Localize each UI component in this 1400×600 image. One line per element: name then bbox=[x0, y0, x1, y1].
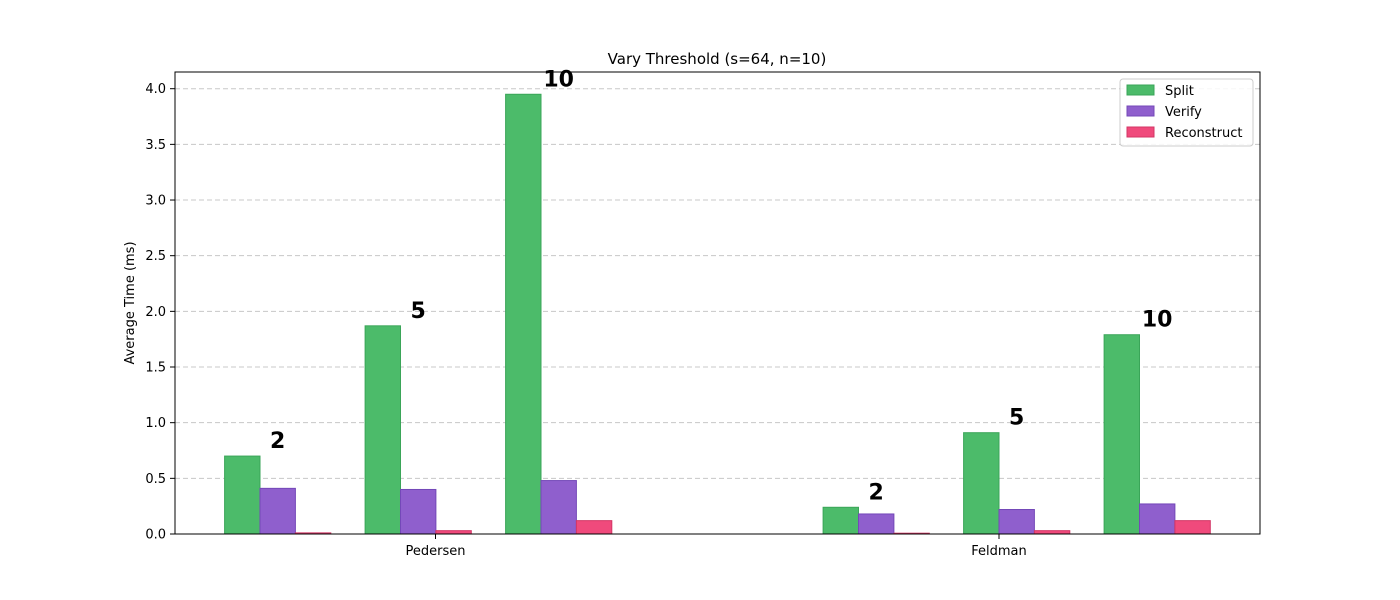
y-tick-label-0.5: 0.5 bbox=[145, 472, 166, 487]
bar-pedersen-verify-t2 bbox=[259, 487, 296, 535]
bar-pedersen-verify-t10 bbox=[540, 480, 577, 535]
bar-feldman-verify-t5 bbox=[998, 509, 1035, 535]
bar-feldman-split-t2 bbox=[822, 506, 859, 535]
legend-swatch-reconstruct bbox=[1126, 126, 1155, 138]
threshold-label-pedersen-10: 10 bbox=[543, 67, 574, 92]
bars bbox=[224, 93, 1211, 535]
legend-label-reconstruct: Reconstruct bbox=[1165, 126, 1243, 141]
bar-pedersen-verify-t5 bbox=[400, 488, 437, 535]
axes: 0.0 0.5 1.0 1.5 2.0 2.5 3.0 3.5 4.0 Pedersen Feldm… bbox=[145, 82, 1026, 559]
threshold-label-feldman-10: 10 bbox=[1142, 308, 1173, 333]
bar-pedersen-split-t5 bbox=[364, 325, 402, 535]
chart-title: Vary Threshold (s=64, n=10) bbox=[608, 50, 827, 68]
legend-swatch-verify bbox=[1126, 105, 1155, 117]
bar-feldman-reconstruct-t5 bbox=[1033, 530, 1071, 535]
y-tick-label-4.0: 4.0 bbox=[145, 82, 166, 97]
y-tick-label-2.5: 2.5 bbox=[145, 249, 166, 264]
y-tick-label-0.0: 0.0 bbox=[145, 528, 166, 543]
legend-label-verify: Verify bbox=[1165, 105, 1202, 120]
grid-lines bbox=[175, 88, 1260, 479]
bar-pedersen-split-t2 bbox=[224, 455, 261, 535]
bar-feldman-split-t5 bbox=[963, 432, 1000, 535]
y-tick-label-1.0: 1.0 bbox=[145, 416, 166, 431]
x-tick-label-pedersen: Pedersen bbox=[406, 544, 466, 559]
y-axis-label: Average Time (ms) bbox=[123, 241, 138, 364]
plot-frame bbox=[174, 71, 1261, 535]
threshold-label-pedersen-5: 5 bbox=[411, 299, 426, 324]
y-tick-label-3.5: 3.5 bbox=[145, 138, 166, 153]
bar-pedersen-reconstruct-t10 bbox=[575, 520, 613, 535]
x-tick-label-feldman: Feldman bbox=[971, 544, 1027, 559]
legend: Split Verify Reconstruct bbox=[1119, 78, 1254, 147]
bar-feldman-verify-t2 bbox=[858, 513, 895, 535]
bar-pedersen-reconstruct-t5 bbox=[435, 530, 472, 535]
bar-feldman-reconstruct-t10 bbox=[1174, 520, 1211, 535]
threshold-label-feldman-2: 2 bbox=[869, 480, 884, 505]
bar-feldman-split-t10 bbox=[1103, 334, 1140, 535]
legend-swatch-split bbox=[1126, 84, 1155, 96]
y-tick-label-1.5: 1.5 bbox=[145, 361, 166, 376]
y-tick-label-2.0: 2.0 bbox=[145, 305, 166, 320]
legend-label-split: Split bbox=[1165, 84, 1194, 99]
y-tick-label-3.0: 3.0 bbox=[145, 194, 166, 209]
threshold-label-feldman-5: 5 bbox=[1009, 406, 1024, 431]
bar-feldman-verify-t10 bbox=[1139, 503, 1176, 535]
threshold-label-pedersen-2: 2 bbox=[270, 429, 285, 454]
threshold-annotations: 2 5 10 2 5 10 bbox=[270, 67, 1172, 505]
bar-pedersen-split-t10 bbox=[505, 93, 542, 535]
